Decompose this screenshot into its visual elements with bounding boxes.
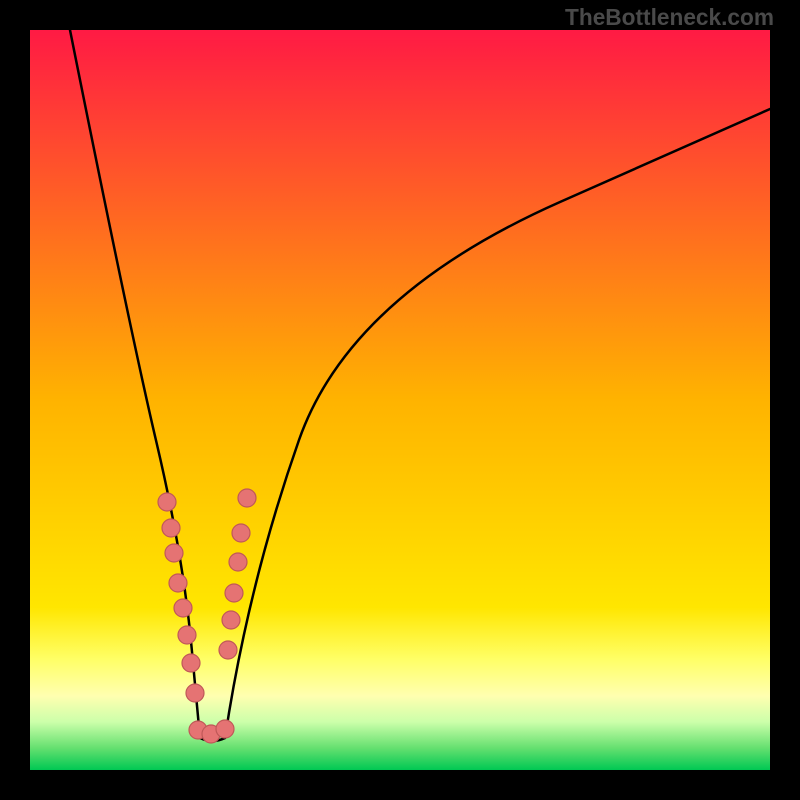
right-dot-3 bbox=[225, 584, 243, 602]
watermark-text: TheBottleneck.com bbox=[565, 4, 774, 31]
left-dot-1 bbox=[162, 519, 180, 537]
right-dot-5 bbox=[219, 641, 237, 659]
plot-area bbox=[30, 30, 770, 770]
left-dot-2 bbox=[165, 544, 183, 562]
bottom-dot-2 bbox=[216, 720, 234, 738]
left-dot-6 bbox=[182, 654, 200, 672]
left-dot-0 bbox=[158, 493, 176, 511]
chart-frame: TheBottleneck.com bbox=[0, 0, 800, 800]
left-dot-3 bbox=[169, 574, 187, 592]
right-dot-1 bbox=[232, 524, 250, 542]
left-dot-4 bbox=[174, 599, 192, 617]
gradient-background bbox=[30, 30, 770, 770]
right-dot-0 bbox=[238, 489, 256, 507]
plot-svg bbox=[30, 30, 770, 770]
right-dot-2 bbox=[229, 553, 247, 571]
right-dot-4 bbox=[222, 611, 240, 629]
left-dot-5 bbox=[178, 626, 196, 644]
left-dot-7 bbox=[186, 684, 204, 702]
